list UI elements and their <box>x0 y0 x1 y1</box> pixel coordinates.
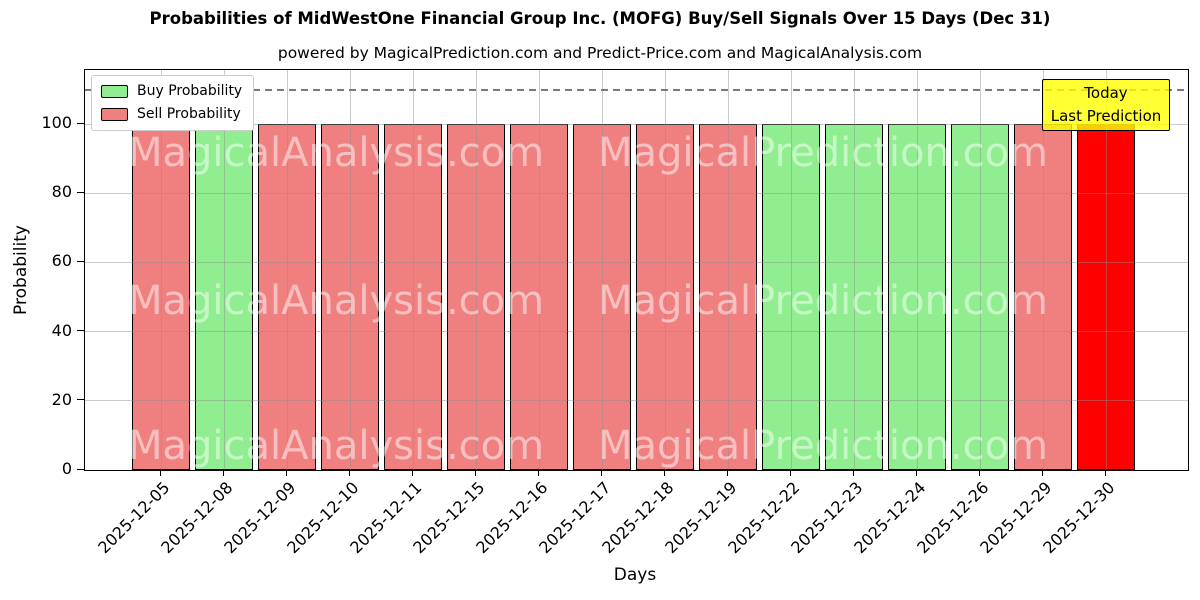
x-tick-mark-2025-12-09 <box>285 470 287 476</box>
today-annotation: Today Last Prediction <box>1042 79 1170 131</box>
x-tick-mark-2025-12-08 <box>222 470 224 476</box>
x-tick-mark-2025-12-15 <box>474 470 476 476</box>
x-tick-mark-2025-12-29 <box>1041 470 1043 476</box>
plot-area: MagicalAnalysis.com MagicalPrediction.com… <box>84 69 1189 471</box>
bar-2025-12-16 <box>510 124 568 470</box>
bar-2025-12-18 <box>636 124 694 470</box>
y-tick-mark-0 <box>77 468 84 470</box>
bar-2025-12-10 <box>321 124 379 470</box>
y-tick-label-20: 20 <box>51 389 72 409</box>
bar-2025-12-23 <box>825 124 883 470</box>
y-tick-label-60: 60 <box>51 251 72 271</box>
bar-2025-12-22 <box>762 124 820 470</box>
y-tick-mark-20 <box>77 399 84 401</box>
legend-label-0: Buy Probability <box>137 83 243 99</box>
y-axis-label: Probability <box>11 225 31 315</box>
bar-2025-12-11 <box>384 124 442 470</box>
y-tick-mark-80 <box>77 191 84 193</box>
x-tick-mark-2025-12-10 <box>348 470 350 476</box>
buy-swatch-icon <box>101 84 128 98</box>
x-tick-mark-2025-12-17 <box>600 470 602 476</box>
x-axis-label: Days <box>613 565 657 585</box>
y-tick-label-100: 100 <box>41 113 72 132</box>
chart-title: Probabilities of MidWestOne Financial Gr… <box>149 9 1051 28</box>
legend-item-0: Buy Probability <box>101 83 242 99</box>
y-tick-mark-100 <box>77 122 84 124</box>
legend-label-1: Sell Probability <box>137 106 241 122</box>
bar-2025-12-26 <box>951 124 1009 470</box>
bar-2025-12-08 <box>195 124 253 470</box>
bar-2025-12-05 <box>132 124 190 470</box>
x-tick-mark-2025-12-26 <box>978 470 980 476</box>
y-tick-mark-60 <box>77 260 84 262</box>
x-tick-mark-2025-12-19 <box>726 470 728 476</box>
x-tick-mark-2025-12-22 <box>789 470 791 476</box>
legend-item-1: Sell Probability <box>101 106 242 122</box>
chart-subtitle: powered by MagicalPrediction.com and Pre… <box>277 44 923 62</box>
x-tick-mark-2025-12-05 <box>159 470 161 476</box>
y-tick-label-80: 80 <box>51 182 72 202</box>
bars-layer <box>85 70 1188 470</box>
x-tick-mark-2025-12-24 <box>915 470 917 476</box>
annotation-line-today: Today <box>1084 84 1128 102</box>
x-tick-mark-2025-12-30 <box>1104 470 1106 476</box>
x-tick-mark-2025-12-23 <box>852 470 854 476</box>
y-tick-label-40: 40 <box>51 320 72 340</box>
bar-2025-12-29 <box>1014 124 1072 470</box>
x-tick-mark-2025-12-18 <box>663 470 665 476</box>
y-tick-label-0: 0 <box>61 459 72 478</box>
x-tick-mark-2025-12-16 <box>537 470 539 476</box>
y-tick-mark-40 <box>77 330 84 332</box>
bar-2025-12-19 <box>699 124 757 470</box>
sell-swatch-icon <box>101 107 128 121</box>
bar-2025-12-09 <box>258 124 316 470</box>
bar-2025-12-15 <box>447 124 505 470</box>
x-tick-mark-2025-12-11 <box>411 470 413 476</box>
bar-2025-12-17 <box>573 124 631 470</box>
bar-2025-12-24 <box>888 124 946 470</box>
annotation-line-last-prediction: Last Prediction <box>1050 107 1162 125</box>
legend: Buy Probability Sell Probability <box>91 75 255 131</box>
bar-2025-12-30 <box>1077 124 1135 470</box>
